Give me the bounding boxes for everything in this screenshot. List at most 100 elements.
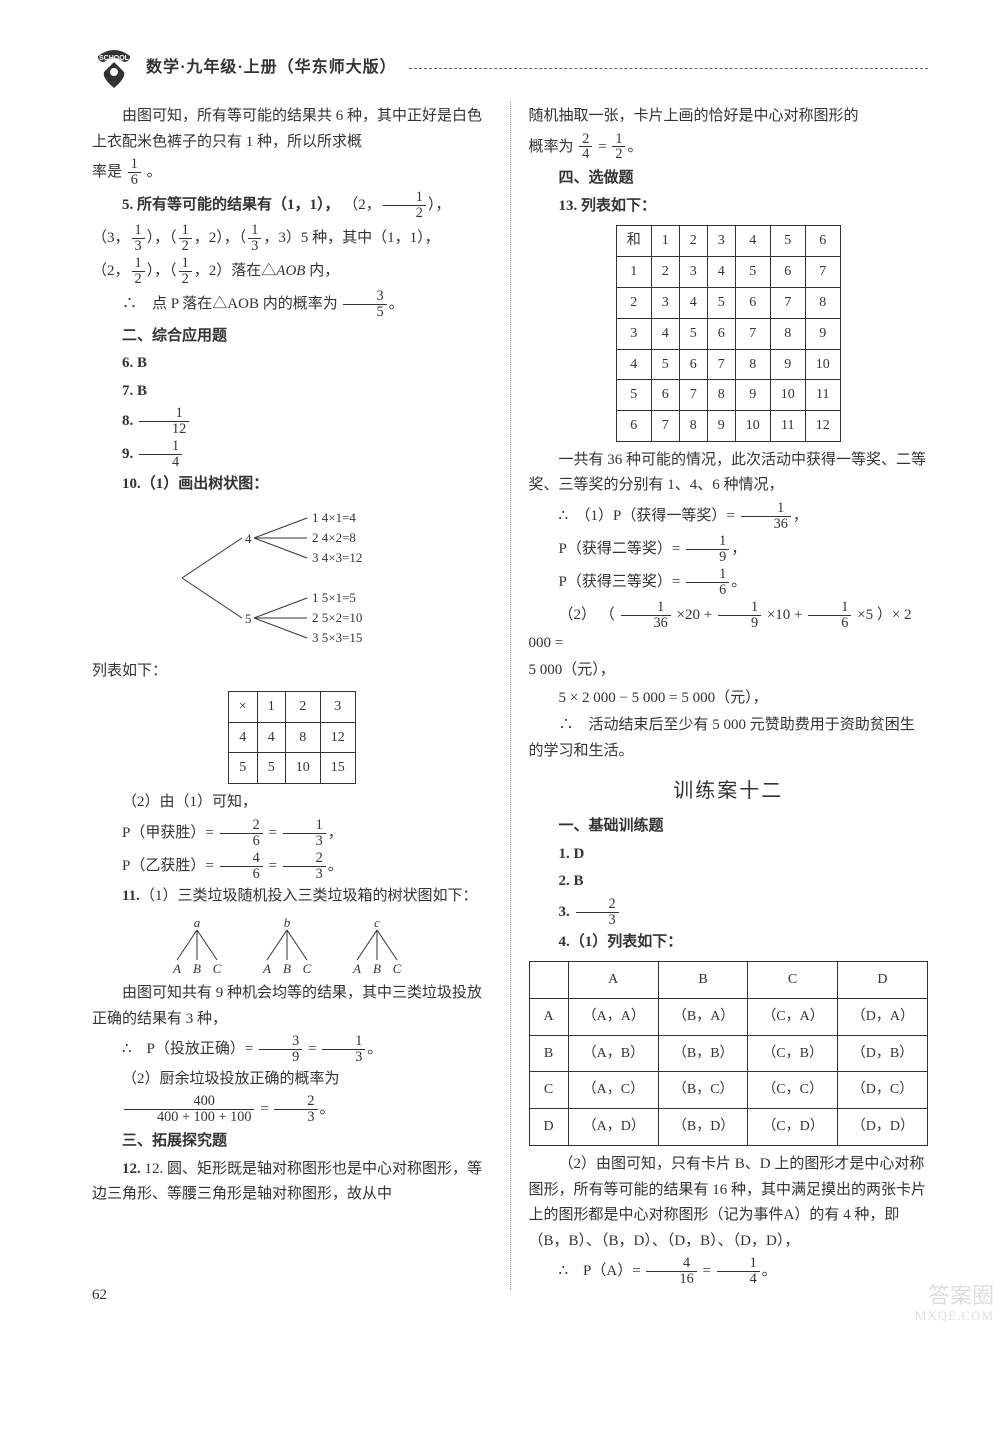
svg-text:A: A: [262, 961, 271, 975]
svg-text:5: 5: [245, 611, 252, 626]
svg-text:c: c: [374, 915, 380, 930]
fraction: 39: [259, 1034, 302, 1065]
answer: 6. B: [92, 351, 492, 377]
svg-text:3 5×3=15: 3 5×3=15: [312, 630, 362, 645]
text: 4.（1）列表如下：: [529, 930, 929, 956]
svg-text:b: b: [284, 915, 291, 930]
q-label: 5. 所有等可能的结果有（1，1），: [122, 197, 340, 213]
column-divider: [510, 102, 511, 1289]
fraction: 23: [283, 851, 326, 882]
svg-text:2 5×2=10: 2 5×2=10: [312, 610, 362, 625]
training-heading: 训练案十二: [529, 774, 929, 808]
watermark-line: MXQE.COM: [915, 1309, 994, 1323]
right-column: 随机抽取一张，卡片上画的恰好是中心对称图形的 概率为 24 = 12。 四、选做…: [529, 102, 929, 1289]
school-logo-icon: SCHOOL: [92, 48, 136, 88]
section-heading: 三、拓展探究题: [92, 1129, 492, 1155]
fraction: 24: [579, 132, 592, 163]
answer: 9. 14: [92, 439, 492, 470]
tree-diagram-2: a b c A B C A B C A B C: [152, 915, 432, 975]
svg-text:B: B: [373, 961, 381, 975]
text: （2）由图可知，只有卡片 B、D 上的图形才是中心对称图形，所有等可能的结果有 …: [529, 1152, 929, 1254]
fraction: 136: [741, 501, 791, 532]
answer: 8. 112: [92, 406, 492, 437]
text: 一共有 36 种可能的情况，此次活动中获得一等奖、二等奖、三等奖的分别有 1、4…: [529, 448, 929, 499]
text: 由图可知共有 9 种机会均等的结果，其中三类垃圾投放正确的结果有 3 种，: [92, 981, 492, 1032]
fraction: 13: [283, 818, 326, 849]
svg-text:a: a: [194, 915, 201, 930]
fraction: 46: [220, 851, 263, 882]
text: 率是: [92, 164, 122, 180]
left-column: 由图可知，所有等可能的结果共 6 种，其中正好是白色上衣配米色裤子的只有 1 种…: [92, 102, 492, 1289]
text: （2，12），（12，2）落在△AOB 内，: [92, 256, 492, 287]
fraction: 13: [322, 1034, 365, 1065]
svg-text:4: 4: [245, 531, 252, 546]
svg-text:C: C: [392, 961, 401, 975]
text: （3，13），（12，2），（13，3）5 种，其中（1，1），: [92, 223, 492, 254]
text: ×20 +: [677, 607, 713, 623]
text: 概率为: [529, 138, 574, 154]
text: 10.（1）画出树状图：: [92, 472, 492, 498]
text: 5 000（元），: [529, 658, 929, 684]
svg-text:SCHOOL: SCHOOL: [99, 55, 130, 62]
section-heading: 二、综合应用题: [92, 324, 492, 350]
text: P（获得三等奖）= 16。: [529, 567, 929, 598]
text: P（乙获胜）=: [122, 858, 218, 874]
text: 。: [147, 164, 162, 180]
fraction: 19: [686, 534, 729, 565]
text: ∴ 点 P 落在△AOB 内的概率为: [122, 296, 338, 312]
table-2: 和123456123456723456783456789456789105678…: [616, 225, 841, 442]
svg-text:B: B: [193, 961, 201, 975]
fraction: 23: [274, 1094, 317, 1125]
page-header: SCHOOL 数学·九年级·上册（华东师大版）: [92, 48, 928, 88]
table-row: 4 4 8 12: [228, 722, 355, 753]
text: （2，12），: [343, 197, 450, 213]
text: ∴ P（投放正确）=: [122, 1041, 257, 1057]
svg-text:2 4×2=8: 2 4×2=8: [312, 530, 356, 545]
text: 概率为 24 = 12。: [529, 132, 929, 163]
table-1: × 1 2 3 4 4 8 12 5 5 10 15: [228, 691, 356, 784]
fraction: 416: [646, 1256, 696, 1287]
tree-diagram-1: 4 5 1 4×1=4 2 4×2=8 3 4×3=12 1 5×1=5 2 5…: [162, 503, 422, 653]
header-title: 数学·九年级·上册（华东师大版）: [146, 54, 397, 81]
text: 率是 16 。: [92, 157, 492, 188]
svg-text:B: B: [283, 961, 291, 975]
table-row: 5 5 10 15: [228, 753, 355, 784]
table-3: ABCDA（A，A）（B，A）（C，A）（D，A）B（A，B）（B，B）（C，B…: [529, 961, 929, 1146]
answer: 3. 23: [529, 897, 929, 928]
fraction: 16: [128, 157, 141, 188]
text: 400400 + 100 + 100 = 23。: [92, 1094, 492, 1125]
fraction: 23: [576, 897, 619, 928]
text: 11.（1）三类垃圾随机投入三类垃圾箱的树状图如下：: [92, 884, 492, 910]
text: 5. 所有等可能的结果有（1，1）， （2，12），: [92, 190, 492, 221]
text: P（获得二等奖）= 19，: [529, 534, 929, 565]
fraction: 35: [343, 289, 386, 320]
fraction: 16: [686, 567, 729, 598]
q-label: 9.: [122, 446, 137, 462]
text: （2）由（1）可知，: [92, 790, 492, 816]
text: 随机抽取一张，卡片上画的恰好是中心对称图形的: [529, 104, 929, 130]
text: P（获得二等奖）=: [559, 541, 685, 557]
fraction: 12: [612, 132, 625, 163]
text: （: [600, 607, 615, 623]
watermark: 答案圈 MXQE.COM: [915, 1284, 994, 1322]
text: 由图可知，所有等可能的结果共 6 种，其中正好是白色上衣配米色裤子的只有 1 种…: [92, 104, 492, 155]
text: （2）: [559, 607, 597, 623]
text: P（甲获胜）= 26 = 13，: [92, 818, 492, 849]
text: ∴ P（A）= 416 = 14。: [529, 1256, 929, 1287]
text: 列表如下：: [92, 659, 492, 685]
fraction: 14: [717, 1256, 760, 1287]
fraction: 400400 + 100 + 100: [124, 1094, 254, 1125]
text: （2）厨余垃圾投放正确的概率为: [92, 1067, 492, 1093]
answer: 2. B: [529, 869, 929, 895]
q-label: 8.: [122, 413, 137, 429]
text: P（获得三等奖）=: [559, 574, 685, 590]
fraction: 26: [220, 818, 263, 849]
text: P（乙获胜）= 46 = 23。: [92, 851, 492, 882]
answer: 7. B: [92, 379, 492, 405]
svg-text:C: C: [302, 961, 311, 975]
text: ∴ 点 P 落在△AOB 内的概率为 35。: [92, 289, 492, 320]
text: （2） （ 136 ×20 + 19 ×10 + 16 ×5 ）× 2 000 …: [529, 600, 929, 656]
svg-text:C: C: [212, 961, 221, 975]
fraction: 136: [621, 600, 671, 631]
text: ∴ （1）P（获得一等奖）= 136，: [529, 501, 929, 532]
